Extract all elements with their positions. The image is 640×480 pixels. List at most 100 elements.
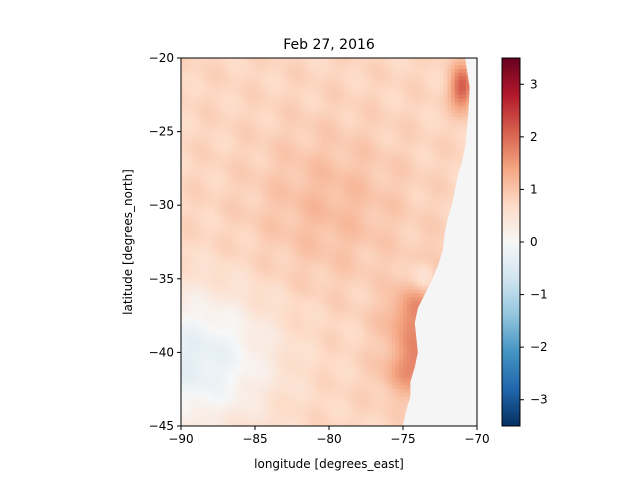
heatmap-cell xyxy=(410,164,415,169)
heatmap-cell xyxy=(428,179,433,184)
heatmap-cell xyxy=(214,300,219,305)
heatmap-cell xyxy=(192,208,197,213)
heatmap-cell xyxy=(266,271,271,276)
heatmap-cell xyxy=(340,127,345,132)
heatmap-cell xyxy=(214,124,219,129)
heatmap-cell xyxy=(373,135,378,140)
heatmap-cell xyxy=(351,94,356,99)
heatmap-cell xyxy=(206,113,211,118)
heatmap-cell xyxy=(306,297,311,302)
heatmap-cell xyxy=(236,286,241,291)
heatmap-cell xyxy=(225,138,230,144)
heatmap-cell xyxy=(266,194,271,199)
heatmap-cell xyxy=(425,168,430,173)
heatmap-cell xyxy=(181,245,186,250)
heatmap-cell xyxy=(428,186,433,191)
heatmap-cell xyxy=(243,223,248,228)
heatmap-cell xyxy=(240,190,245,195)
heatmap-cell xyxy=(255,91,260,96)
heatmap-cell xyxy=(218,94,223,99)
heatmap-cell xyxy=(417,61,422,66)
heatmap-cell xyxy=(192,286,197,291)
heatmap-cell xyxy=(273,168,278,173)
heatmap-cell xyxy=(399,297,404,302)
heatmap-cell xyxy=(369,197,374,202)
heatmap-cell xyxy=(354,197,359,202)
heatmap-cell xyxy=(243,304,248,309)
heatmap-cell xyxy=(188,194,193,199)
heatmap-cell xyxy=(403,219,408,224)
heatmap-cell xyxy=(232,275,237,280)
heatmap-cell xyxy=(214,238,219,243)
heatmap-cell xyxy=(406,146,411,151)
heatmap-cell xyxy=(399,124,404,129)
heatmap-cell xyxy=(373,227,378,232)
heatmap-cell xyxy=(358,87,363,92)
heatmap-cell xyxy=(251,264,256,269)
heatmap-cell xyxy=(184,80,189,85)
heatmap-cell xyxy=(417,127,422,132)
heatmap-cell xyxy=(406,69,411,74)
heatmap-cell xyxy=(425,223,430,228)
heatmap-cell xyxy=(251,205,256,210)
heatmap-cell xyxy=(380,271,385,276)
heatmap-cell xyxy=(295,275,300,280)
heatmap-cell xyxy=(229,223,234,228)
heatmap-cell xyxy=(347,138,352,144)
heatmap-cell xyxy=(399,172,404,177)
heatmap-cell xyxy=(391,109,396,114)
heatmap-cell xyxy=(266,216,271,221)
heatmap-cell xyxy=(218,256,223,261)
heatmap-cell xyxy=(236,124,241,129)
heatmap-cell xyxy=(399,76,404,81)
heatmap-cell xyxy=(373,249,378,254)
heatmap-cell xyxy=(447,157,452,162)
heatmap-cell xyxy=(206,116,211,121)
heatmap-cell xyxy=(306,135,311,140)
heatmap-cell xyxy=(247,80,252,85)
heatmap-cell xyxy=(266,179,271,184)
heatmap-cell xyxy=(421,135,426,140)
heatmap-cell xyxy=(358,172,363,177)
heatmap-cell xyxy=(262,179,267,184)
heatmap-cell xyxy=(225,238,230,243)
heatmap-cell xyxy=(410,98,415,103)
heatmap-cell xyxy=(432,219,437,224)
heatmap-cell xyxy=(399,253,404,258)
heatmap-cell xyxy=(373,83,378,88)
heatmap-cell xyxy=(443,216,448,221)
heatmap-cell xyxy=(314,183,319,188)
heatmap-cell xyxy=(303,219,308,224)
heatmap-cell xyxy=(188,249,193,254)
heatmap-cell xyxy=(403,65,408,70)
heatmap-cell xyxy=(273,109,278,114)
heatmap-cell xyxy=(295,65,300,70)
heatmap-cell xyxy=(465,94,470,99)
heatmap-cell xyxy=(206,102,211,107)
heatmap-cell xyxy=(321,275,326,280)
heatmap-cell xyxy=(262,116,267,121)
heatmap-cell xyxy=(336,282,341,287)
heatmap-cell xyxy=(299,186,304,191)
heatmap-cell xyxy=(280,300,285,305)
heatmap-cell xyxy=(425,179,430,184)
heatmap-cell xyxy=(195,245,200,250)
heatmap-cell xyxy=(243,138,248,144)
heatmap-cell xyxy=(403,135,408,140)
heatmap-cell xyxy=(229,172,234,177)
heatmap-cell xyxy=(343,172,348,177)
heatmap-cell xyxy=(218,205,223,210)
heatmap-cell xyxy=(432,138,437,144)
heatmap-cell xyxy=(181,293,186,298)
heatmap-cell xyxy=(199,172,204,177)
heatmap-cell xyxy=(184,135,189,140)
heatmap-cell xyxy=(454,65,459,70)
heatmap-cell xyxy=(421,157,426,162)
heatmap-cell xyxy=(369,135,374,140)
heatmap-cell xyxy=(447,105,452,110)
heatmap-cell xyxy=(251,256,256,261)
heatmap-cell xyxy=(277,245,282,250)
heatmap-cell xyxy=(432,245,437,250)
heatmap-cell xyxy=(247,230,252,236)
heatmap-cell xyxy=(247,245,252,250)
